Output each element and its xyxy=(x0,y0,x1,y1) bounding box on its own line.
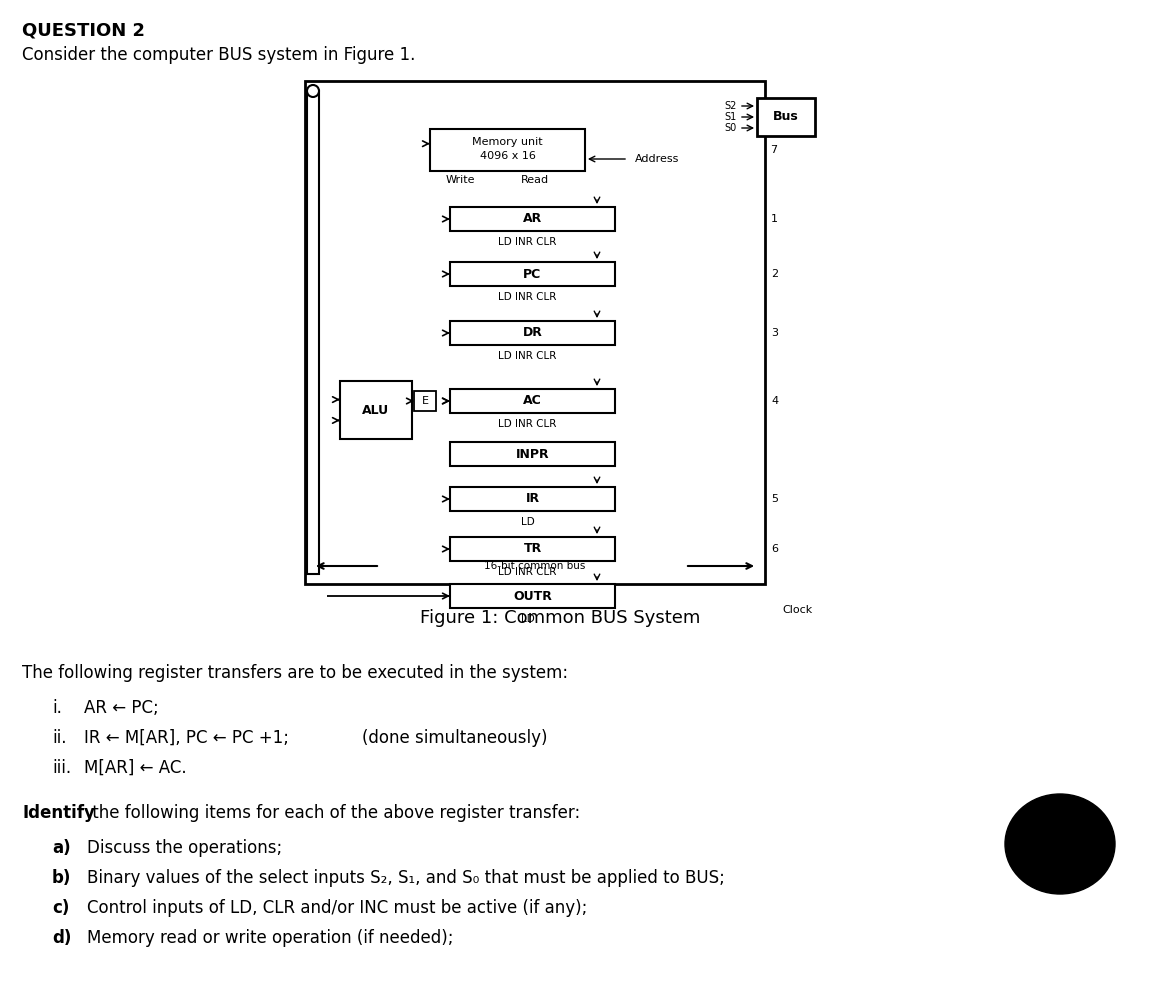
Text: LD INR CLR: LD INR CLR xyxy=(498,292,556,302)
Text: LD INR CLR: LD INR CLR xyxy=(498,419,556,429)
Text: Discuss the operations;: Discuss the operations; xyxy=(87,839,282,857)
Text: a): a) xyxy=(52,839,71,857)
Text: the following items for each of the above register transfer:: the following items for each of the abov… xyxy=(87,804,580,822)
Text: Read: Read xyxy=(521,175,549,185)
Text: Memory read or write operation (if needed);: Memory read or write operation (if neede… xyxy=(87,929,454,947)
Text: ii.: ii. xyxy=(52,729,66,747)
Text: OUTR: OUTR xyxy=(513,589,551,602)
Text: DR: DR xyxy=(522,327,542,340)
Bar xyxy=(430,129,585,171)
Bar xyxy=(450,207,615,231)
Text: 1: 1 xyxy=(771,214,778,224)
Text: TR: TR xyxy=(524,542,542,555)
Text: c): c) xyxy=(52,899,70,917)
Text: E: E xyxy=(421,396,428,406)
Text: Identify: Identify xyxy=(22,804,95,822)
Text: Write: Write xyxy=(446,175,475,185)
Text: LD: LD xyxy=(520,517,534,527)
Text: IR ← M[AR], PC ← PC +1;: IR ← M[AR], PC ← PC +1; xyxy=(84,729,289,747)
Text: AR ← PC;: AR ← PC; xyxy=(84,699,159,717)
Bar xyxy=(307,91,319,574)
Text: 4: 4 xyxy=(771,396,778,406)
Text: INPR: INPR xyxy=(515,448,549,461)
Text: Consider the computer BUS system in Figure 1.: Consider the computer BUS system in Figu… xyxy=(22,46,416,64)
Bar xyxy=(450,487,615,511)
Text: Bus: Bus xyxy=(773,111,799,124)
Text: S1: S1 xyxy=(724,112,737,122)
Bar xyxy=(450,389,615,413)
Text: Control inputs of LD, CLR and/or INC must be active (if any);: Control inputs of LD, CLR and/or INC mus… xyxy=(87,899,587,917)
Text: 3: 3 xyxy=(771,328,778,338)
Text: i.: i. xyxy=(52,699,62,717)
Bar xyxy=(757,98,815,136)
Text: LD INR CLR: LD INR CLR xyxy=(498,567,556,577)
Text: LD INR CLR: LD INR CLR xyxy=(498,237,556,247)
Ellipse shape xyxy=(307,85,319,97)
Text: Figure 1: Common BUS System: Figure 1: Common BUS System xyxy=(420,609,700,627)
Text: Address: Address xyxy=(635,154,679,164)
Bar xyxy=(414,391,437,411)
Bar xyxy=(305,81,765,584)
Text: 4096 x 16: 4096 x 16 xyxy=(479,151,535,161)
Text: LD INR CLR: LD INR CLR xyxy=(498,351,556,361)
Text: S2: S2 xyxy=(724,101,737,111)
Bar xyxy=(450,262,615,286)
Text: QUESTION 2: QUESTION 2 xyxy=(22,21,145,39)
Text: PC: PC xyxy=(524,268,542,281)
Bar xyxy=(450,537,615,561)
Ellipse shape xyxy=(1027,807,1077,837)
Text: Memory unit: Memory unit xyxy=(473,137,543,147)
Text: d): d) xyxy=(52,929,71,947)
Text: 5: 5 xyxy=(771,494,778,504)
Bar xyxy=(450,442,615,466)
Bar xyxy=(340,381,412,439)
Text: S0: S0 xyxy=(724,123,737,133)
Text: The following register transfers are to be executed in the system:: The following register transfers are to … xyxy=(22,664,568,682)
Text: Binary values of the select inputs S₂, S₁, and S₀ that must be applied to BUS;: Binary values of the select inputs S₂, S… xyxy=(87,869,724,887)
Ellipse shape xyxy=(1005,794,1115,894)
Text: AC: AC xyxy=(524,395,542,408)
Text: AR: AR xyxy=(522,213,542,226)
Text: IR: IR xyxy=(526,493,540,505)
Text: iii.: iii. xyxy=(52,759,71,777)
Text: M[AR] ← AC.: M[AR] ← AC. xyxy=(84,759,187,777)
Text: b): b) xyxy=(52,869,71,887)
Text: ALU: ALU xyxy=(362,404,390,417)
Text: 7: 7 xyxy=(770,145,777,155)
Bar xyxy=(450,321,615,345)
Text: 2: 2 xyxy=(771,269,778,279)
Text: 16-bit common bus: 16-bit common bus xyxy=(484,561,585,571)
Text: LD: LD xyxy=(520,614,534,624)
Text: 6: 6 xyxy=(771,544,778,554)
Text: (done simultaneously): (done simultaneously) xyxy=(362,729,548,747)
Text: Clock: Clock xyxy=(783,605,813,615)
Bar xyxy=(450,584,615,608)
